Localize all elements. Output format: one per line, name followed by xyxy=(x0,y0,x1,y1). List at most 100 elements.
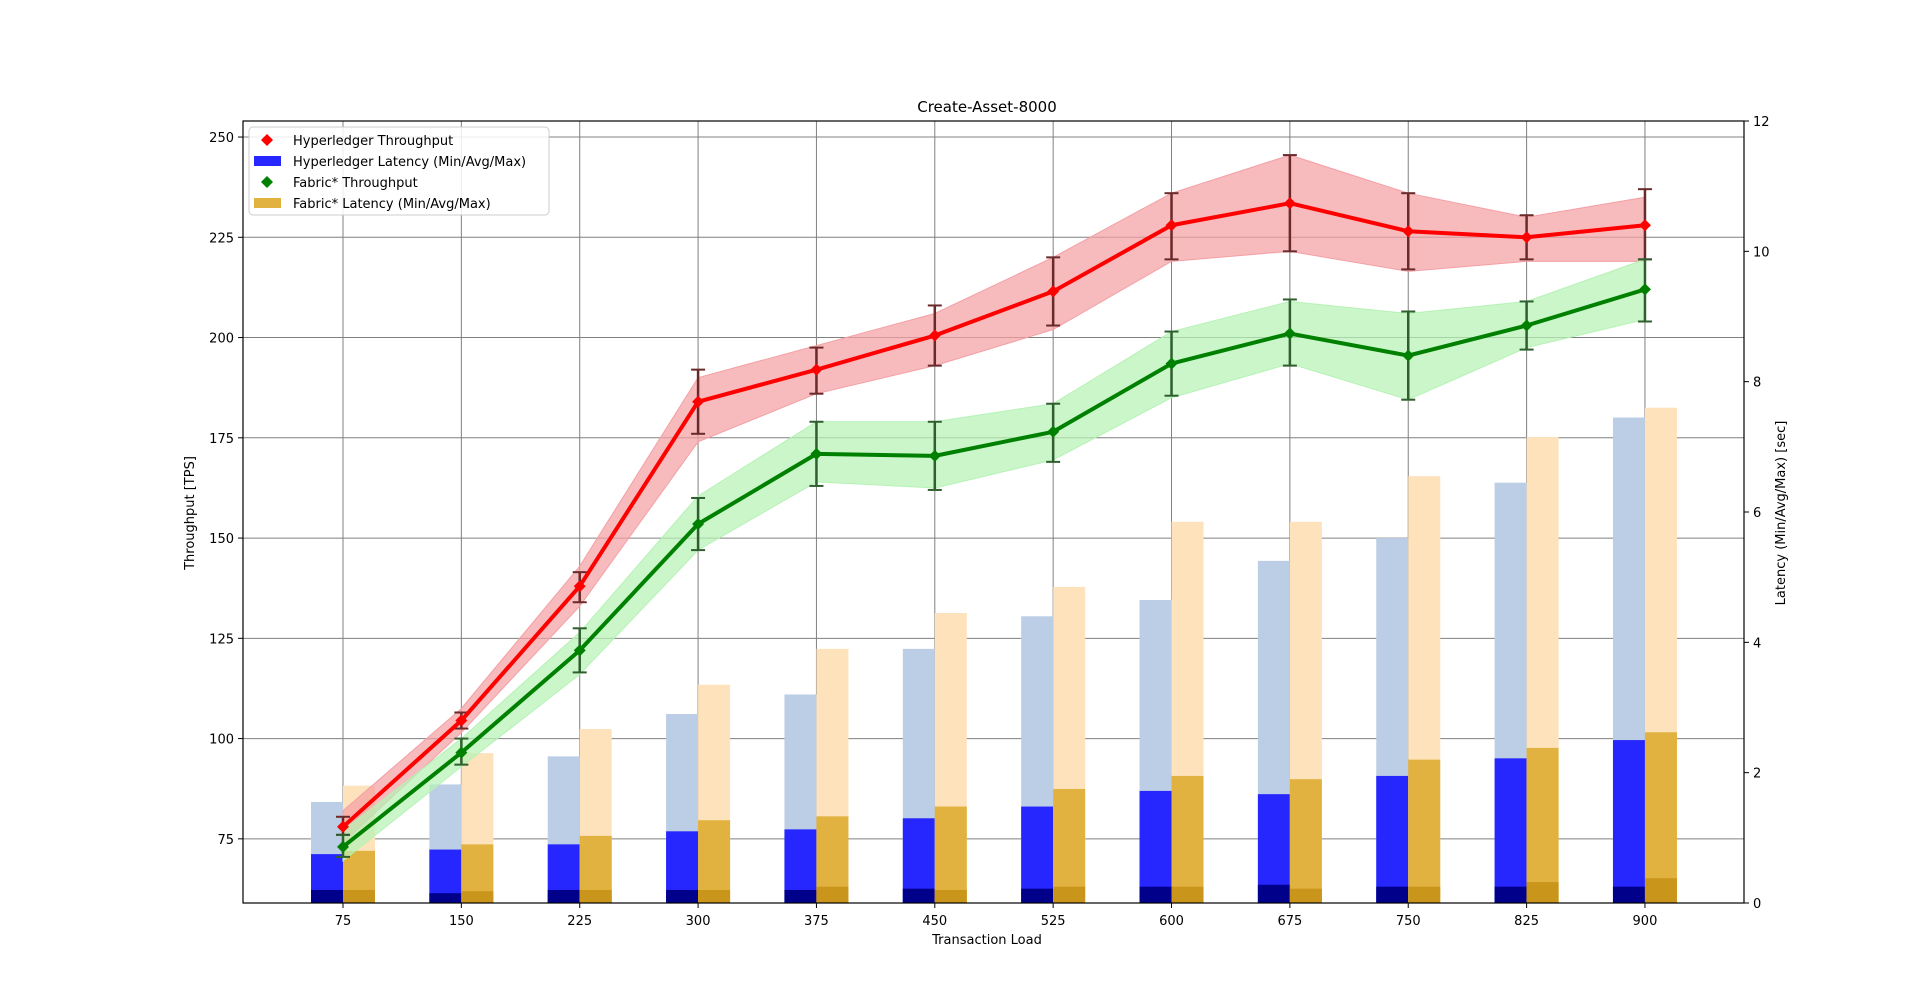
data-point xyxy=(1165,357,1178,370)
x-tick-label: 525 xyxy=(1041,914,1066,929)
y-axis-label-right: Latency (Min/Avg/Max) [sec] xyxy=(1774,421,1789,606)
legend-label: Fabric* Latency (Min/Avg/Max) xyxy=(293,197,491,212)
data-point xyxy=(1520,231,1533,244)
x-axis-label: Transaction Load xyxy=(931,933,1042,948)
latency-bar-min xyxy=(1289,888,1322,903)
latency-bars-layer xyxy=(311,407,1677,903)
y-tick-label-right: 10 xyxy=(1753,245,1770,260)
latency-bar-min xyxy=(1021,888,1054,903)
data-point xyxy=(928,329,941,342)
y-tick-label-left: 125 xyxy=(209,632,234,647)
latency-bar-min xyxy=(1376,886,1409,903)
data-point xyxy=(1402,349,1415,362)
latency-bar-min xyxy=(1494,886,1527,903)
latency-bar-min xyxy=(461,891,494,903)
latency-bar-min xyxy=(1171,886,1204,903)
latency-bar-avg xyxy=(1289,779,1322,903)
latency-bar-avg xyxy=(1139,790,1172,903)
data-point xyxy=(1047,425,1060,438)
y-tick-label-left: 200 xyxy=(209,332,234,347)
latency-bar-avg xyxy=(1021,806,1054,903)
data-point xyxy=(692,518,705,531)
data-point xyxy=(1520,319,1533,332)
data-point xyxy=(1283,327,1296,340)
x-tick-label: 600 xyxy=(1159,914,1184,929)
throughput-bands-layer xyxy=(342,154,1646,862)
data-point xyxy=(1638,219,1651,232)
legend-swatch xyxy=(254,156,281,166)
data-point xyxy=(573,644,586,657)
latency-bar-avg xyxy=(698,820,731,903)
latency-bar-min xyxy=(311,889,343,903)
y-tick-label-left: 175 xyxy=(209,432,234,447)
x-tick-label: 675 xyxy=(1277,914,1302,929)
latency-bar-min xyxy=(1257,884,1290,903)
y-tick-label-left: 150 xyxy=(209,532,234,547)
x-tick-label: 225 xyxy=(567,914,592,929)
data-point xyxy=(1165,219,1178,232)
data-point xyxy=(1402,225,1415,238)
latency-bar-avg xyxy=(1408,759,1441,903)
x-tick-label: 375 xyxy=(804,914,829,929)
x-tick-label: 75 xyxy=(335,914,352,929)
data-point xyxy=(810,447,823,460)
latency-bar-min xyxy=(547,889,580,903)
data-point xyxy=(1283,197,1296,210)
latency-bar-avg xyxy=(934,806,967,903)
throughput-lines-layer xyxy=(336,154,1652,858)
throughput-band xyxy=(342,154,1646,844)
data-point xyxy=(573,580,586,593)
y-tick-label-right: 12 xyxy=(1753,115,1770,130)
axes-layer: 75 150 225 300 375 450 525 600 675 750 825 90075100… xyxy=(209,115,1769,929)
y-tick-label-right: 6 xyxy=(1753,506,1761,521)
latency-bar-avg xyxy=(1376,775,1409,903)
legend-label: Hyperledger Throughput xyxy=(293,134,453,149)
legend-swatch xyxy=(254,198,281,208)
chart-title: Create-Asset-8000 xyxy=(917,98,1057,116)
latency-bar-min xyxy=(816,886,849,903)
x-tick-label: 300 xyxy=(686,914,711,929)
y-tick-label-left: 250 xyxy=(209,131,234,146)
latency-bar-min xyxy=(934,889,967,903)
latency-bar-avg xyxy=(1526,747,1559,903)
data-point xyxy=(1638,283,1651,296)
legend-marker xyxy=(261,134,273,146)
data-point xyxy=(455,746,468,759)
y-tick-label-left: 100 xyxy=(209,733,234,748)
x-tick-label: 900 xyxy=(1633,914,1658,929)
latency-bar-min xyxy=(1644,878,1677,903)
legend-marker xyxy=(261,176,273,188)
latency-bar-avg xyxy=(1644,732,1677,903)
y-axis-label-left: Throughput [TPS] xyxy=(183,456,198,571)
x-tick-label: 150 xyxy=(449,914,474,929)
legend-label: Fabric* Throughput xyxy=(293,176,418,191)
latency-bar-min xyxy=(1526,882,1559,903)
data-point xyxy=(810,363,823,376)
x-tick-label: 825 xyxy=(1514,914,1539,929)
latency-bar-min xyxy=(1408,886,1441,903)
y-tick-label-right: 4 xyxy=(1753,636,1761,651)
latency-bar-min xyxy=(666,889,699,903)
latency-bar-min xyxy=(1612,886,1645,903)
legend-box xyxy=(248,126,550,216)
latency-bar-min xyxy=(902,888,935,903)
latency-bar-avg xyxy=(1494,758,1527,903)
latency-bar-min xyxy=(784,889,817,903)
data-point xyxy=(455,714,468,727)
latency-bar-min xyxy=(343,889,375,903)
y-tick-label-left: 225 xyxy=(209,231,234,246)
legend-label: Hyperledger Latency (Min/Avg/Max) xyxy=(293,155,526,170)
legend: Hyperledger Throughput Hyperledger Latenc… xyxy=(248,126,550,216)
y-tick-label-right: 0 xyxy=(1753,897,1761,912)
latency-bar-avg xyxy=(1171,775,1204,903)
data-point xyxy=(692,395,705,408)
y-tick-label-left: 75 xyxy=(217,833,234,848)
latency-bar-min xyxy=(1139,886,1172,903)
data-point xyxy=(1047,285,1060,298)
y-tick-label-right: 2 xyxy=(1753,767,1761,782)
throughput-line xyxy=(341,287,1646,849)
data-point xyxy=(337,820,349,833)
latency-bar-min xyxy=(579,889,612,903)
